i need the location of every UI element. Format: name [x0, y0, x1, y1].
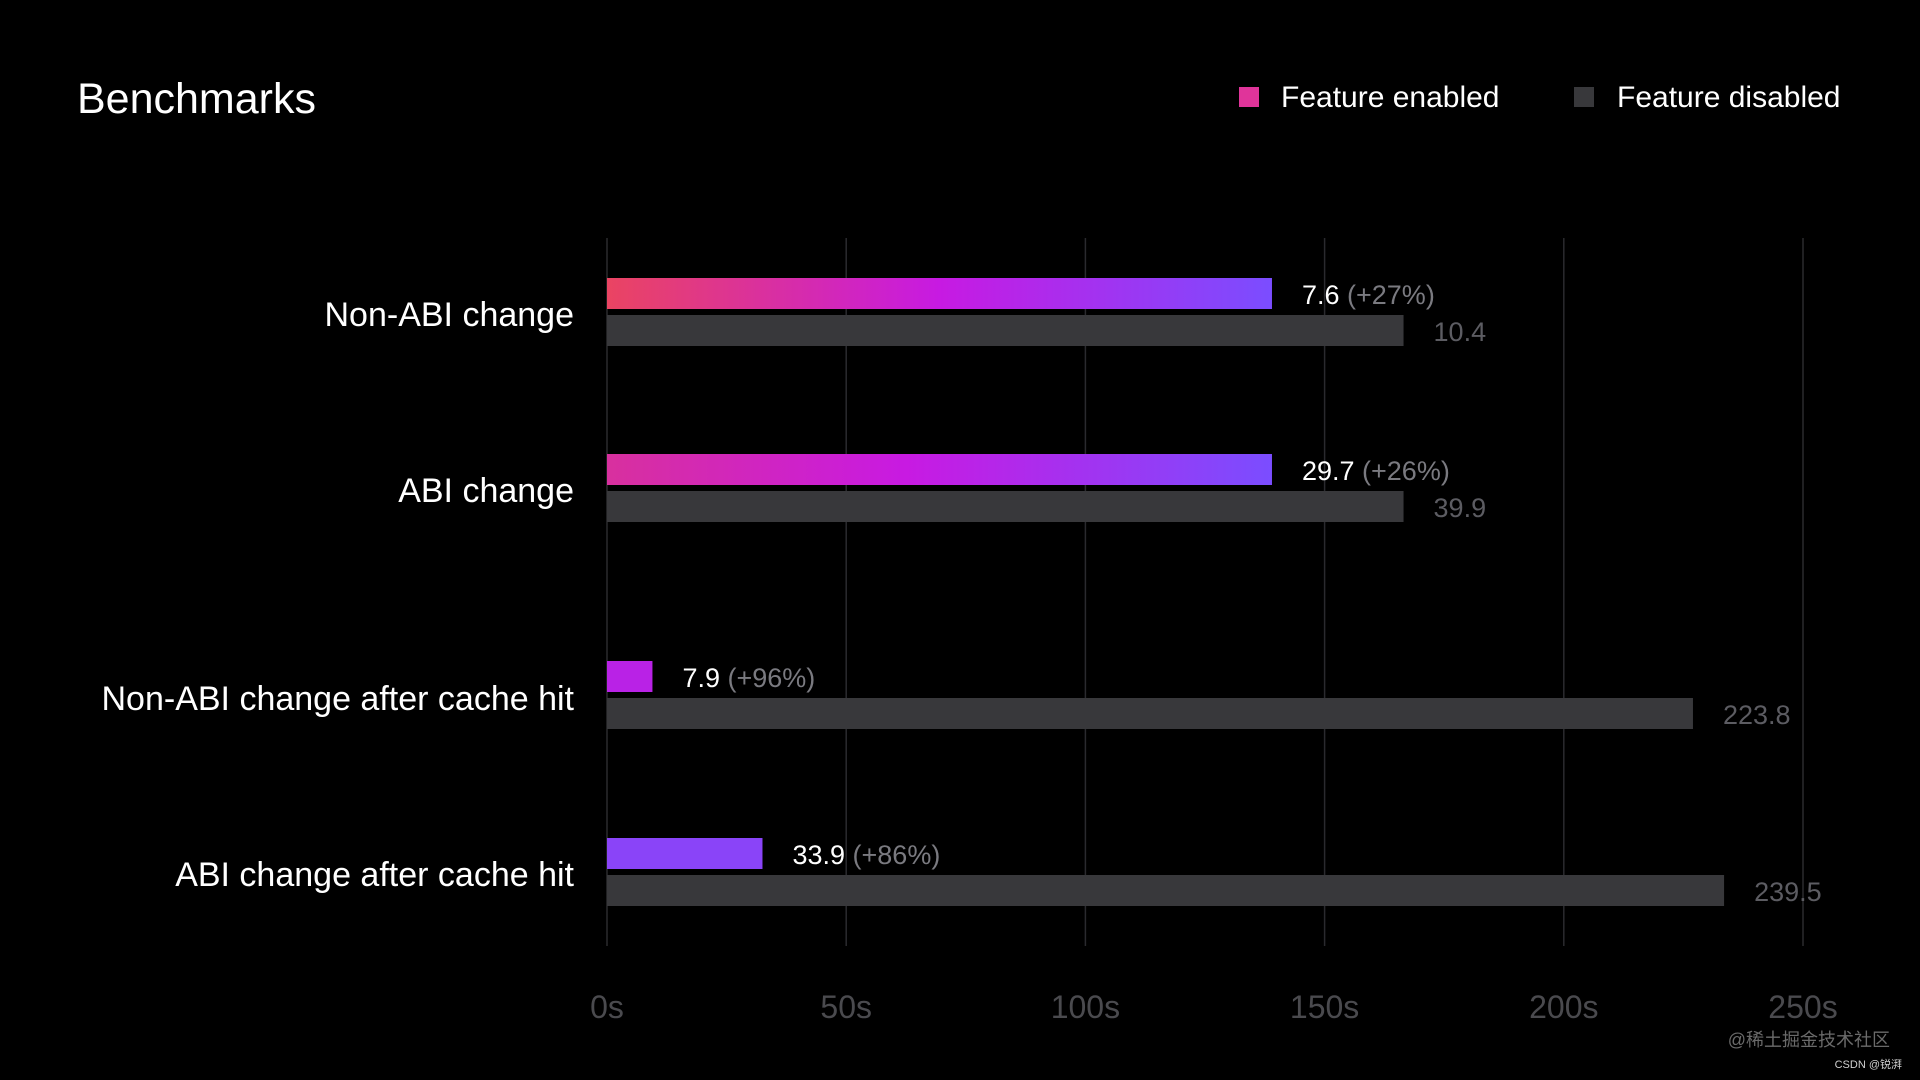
bar-feature-disabled — [607, 698, 1693, 729]
watermark-text: @稀土掘金技术社区 — [1728, 1030, 1890, 1050]
bar-value-enabled: 7.9 — [682, 663, 727, 693]
bar-change-percent: (+96%) — [727, 663, 815, 693]
watermark-subtext: CSDN @锐湃 — [1835, 1057, 1902, 1071]
bar-feature-enabled — [607, 278, 1272, 309]
bar-value-disabled: 223.8 — [1723, 700, 1791, 730]
bar-value-label-enabled: 29.7 (+26%) — [1302, 456, 1450, 486]
bar-value-label-enabled: 33.9 (+86%) — [792, 840, 940, 870]
bar-change-percent: (+86%) — [853, 840, 941, 870]
bar-value-label-enabled: 7.6 (+27%) — [1302, 280, 1435, 310]
legend: Feature enabled Feature disabled — [1239, 81, 1840, 114]
bar-value-disabled: 10.4 — [1434, 317, 1487, 347]
bar-feature-disabled — [607, 315, 1404, 346]
category-label: ABI change after cache hit — [175, 856, 574, 894]
x-tick-label: 100s — [1051, 989, 1120, 1025]
bar-feature-disabled — [607, 875, 1725, 906]
legend-label-disabled: Feature disabled — [1617, 81, 1840, 114]
bar-value-label-enabled: 7.9 (+96%) — [682, 663, 815, 693]
x-tick-label: 200s — [1529, 989, 1598, 1025]
bars: 7.6 (+27%) 10.4 29.7 (+26%) 39.9 7.9 (+96%) 2… — [607, 278, 1822, 907]
gridlines — [606, 238, 1804, 946]
category-label: Non-ABI change after cache hit — [102, 680, 575, 718]
x-tick-label: 150s — [1290, 989, 1359, 1025]
x-tick-label: 250s — [1768, 989, 1837, 1025]
bar-value-enabled: 29.7 — [1302, 456, 1362, 486]
category-label: ABI change — [398, 472, 574, 510]
x-tick-label: 0s — [590, 989, 624, 1025]
bar-feature-enabled — [607, 454, 1272, 485]
bar-value-disabled: 239.5 — [1754, 877, 1822, 907]
bar-feature-enabled — [607, 838, 763, 869]
bar-change-percent: (+27%) — [1347, 280, 1435, 310]
bar-feature-enabled — [607, 661, 653, 692]
chart-title: Benchmarks — [77, 75, 316, 123]
legend-swatch-disabled — [1574, 87, 1594, 107]
bar-change-percent: (+26%) — [1362, 456, 1450, 486]
bar-value-enabled: 33.9 — [792, 840, 852, 870]
bar-value-disabled: 39.9 — [1434, 493, 1487, 523]
x-tick-label: 50s — [820, 989, 872, 1025]
legend-swatch-enabled — [1239, 87, 1259, 107]
x-tick-labels: 0s 50s 100s 150s 200s 250s — [590, 989, 1838, 1025]
category-label: Non-ABI change — [325, 296, 575, 334]
bar-feature-disabled — [607, 491, 1404, 522]
bar-value-enabled: 7.6 — [1302, 280, 1347, 310]
category-labels: Non-ABI change ABI change Non-ABI change a… — [102, 296, 575, 894]
legend-label-enabled: Feature enabled — [1281, 81, 1500, 114]
